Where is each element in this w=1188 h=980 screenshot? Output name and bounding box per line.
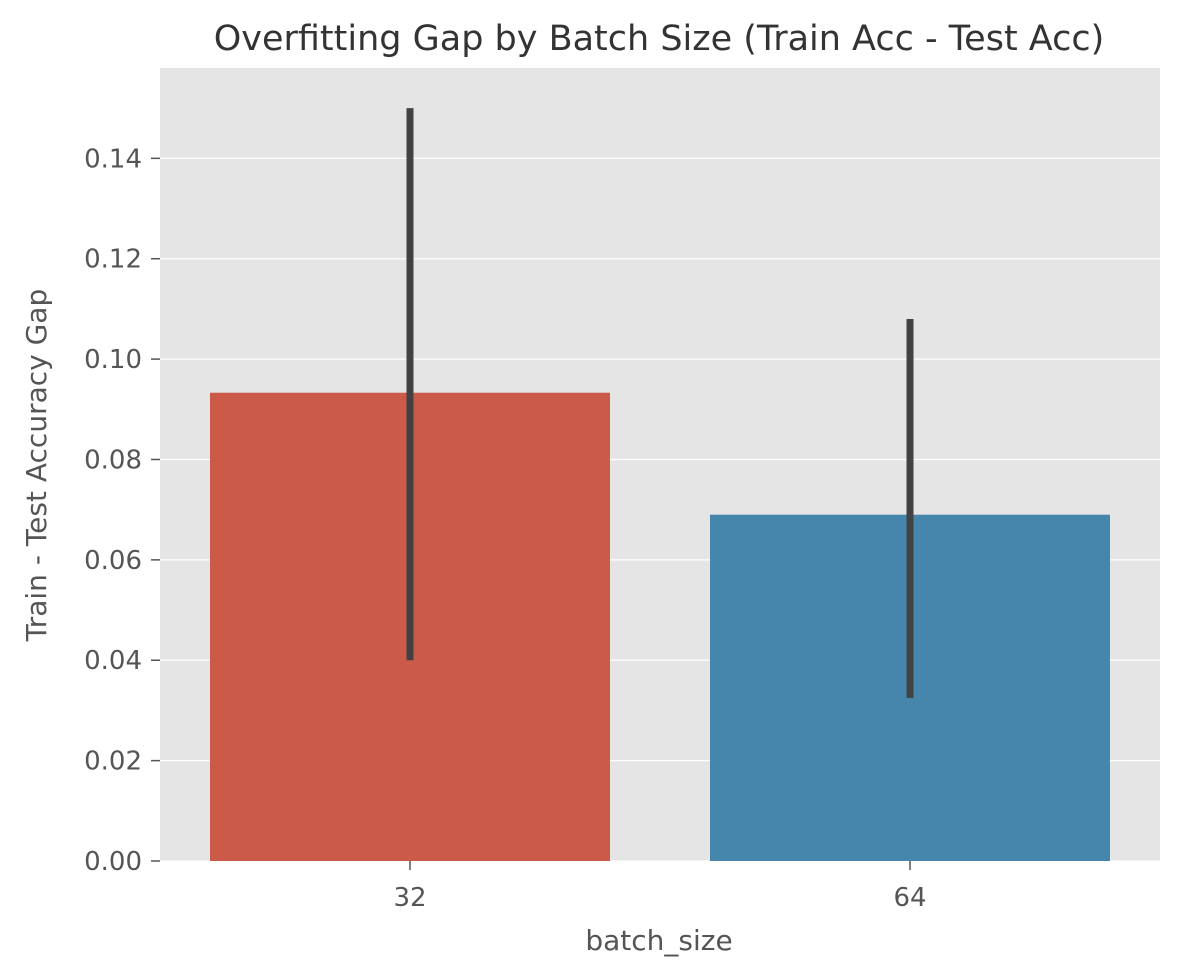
y-tick-label: 0.00: [84, 847, 142, 877]
x-axis: 32 64: [393, 861, 927, 913]
y-tick-label: 0.10: [84, 345, 142, 375]
y-tick-label: 0.04: [84, 646, 142, 676]
chart-title: Overfitting Gap by Batch Size (Train Acc…: [214, 19, 1105, 59]
y-tick-label: 0.06: [84, 546, 142, 576]
x-axis-label: batch_size: [585, 924, 732, 957]
x-tick-label: 64: [893, 883, 926, 913]
y-tick-label: 0.14: [84, 144, 142, 174]
y-axis: 0.00 0.02 0.04 0.06 0.08 0.10 0.12 0.14: [84, 144, 160, 877]
x-tick-label: 32: [393, 883, 426, 913]
error-bars: [406, 108, 914, 698]
y-tick-label: 0.12: [84, 245, 142, 275]
y-tick-label: 0.02: [84, 747, 142, 777]
y-axis-label: Train - Test Accuracy Gap: [20, 289, 53, 643]
y-tick-label: 0.08: [84, 445, 142, 475]
